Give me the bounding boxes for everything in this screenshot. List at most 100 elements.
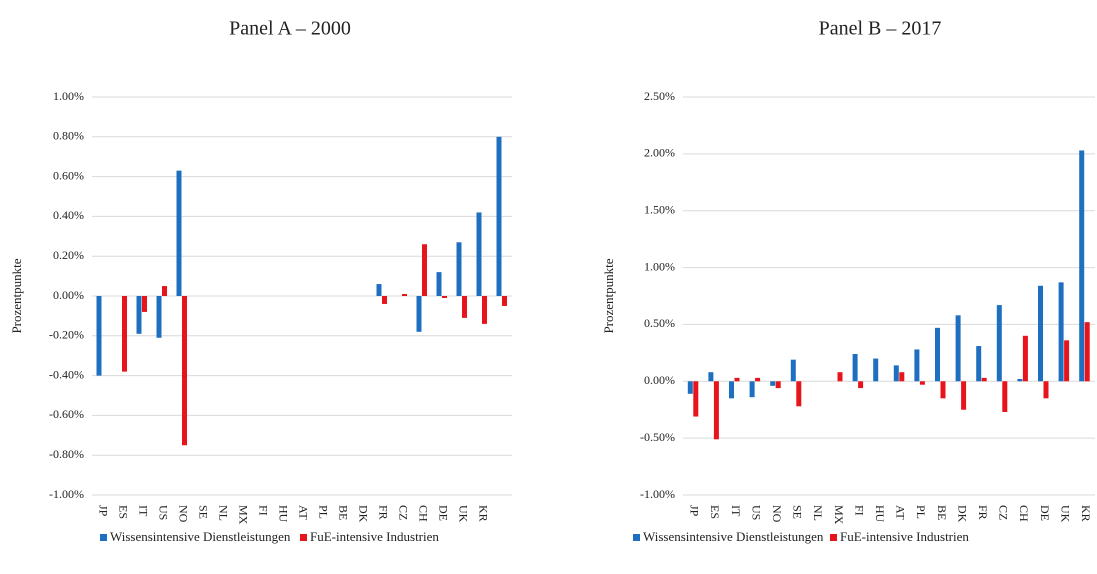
x-tick-label: NO (770, 505, 784, 523)
x-tick-label: DE (1038, 505, 1052, 521)
legend-swatch (300, 534, 307, 541)
bar (502, 296, 507, 306)
x-tick-label: CZ (396, 505, 410, 520)
bar (729, 381, 734, 399)
bar (976, 346, 982, 382)
x-tick-label: MX (832, 505, 846, 525)
bar (775, 381, 781, 389)
bar (749, 381, 755, 398)
y-tick-label: 0.40% (53, 208, 84, 222)
bar (1038, 285, 1043, 382)
bar (1002, 381, 1008, 412)
chart-title: Panel B – 2017 (819, 18, 942, 40)
y-tick-label: 1.00% (644, 259, 675, 273)
legend-label: FuE-intensive Industrien (840, 529, 969, 544)
bar (442, 296, 447, 298)
y-tick-label: -0.80% (49, 447, 84, 461)
x-tick-label: US (749, 505, 763, 520)
bar (402, 294, 407, 296)
y-tick-label: 0.00% (53, 288, 84, 302)
y-tick-label: -1.00% (49, 487, 84, 501)
bar (456, 242, 462, 296)
bar (796, 381, 802, 407)
legend-label: Wissensintensive Dienstleistungen (110, 529, 291, 544)
bar (462, 296, 467, 318)
y-tick-label: -0.50% (640, 430, 675, 444)
legend-label: Wissensintensive Dienstleistungen (643, 529, 824, 544)
y-tick-label: -0.60% (49, 407, 84, 421)
bar (1043, 381, 1049, 399)
x-tick-label: BE (935, 505, 949, 520)
y-axis-title: Prozentpunkte (9, 258, 24, 333)
y-tick-label: 2.00% (644, 146, 675, 160)
x-tick-label: NL (811, 505, 825, 521)
bar (376, 284, 382, 296)
bar (790, 359, 796, 382)
legend-swatch (633, 534, 640, 541)
x-tick-label: CH (1017, 505, 1031, 522)
bar (687, 381, 693, 394)
x-tick-label: CH (416, 505, 430, 522)
y-tick-label: 0.00% (644, 373, 675, 387)
bar (873, 358, 879, 382)
x-tick-label: MX (236, 505, 250, 525)
x-tick-label: FR (376, 505, 390, 520)
bar (162, 286, 167, 296)
bar (1058, 282, 1064, 382)
bar (935, 327, 940, 382)
x-tick-label: PL (914, 505, 928, 519)
bar (182, 296, 187, 446)
y-tick-label: 0.60% (53, 168, 84, 182)
x-tick-label: NL (216, 505, 230, 521)
bar (852, 353, 858, 382)
y-tick-label: 0.80% (53, 129, 84, 143)
bar (708, 372, 714, 382)
x-tick-label: AT (894, 505, 908, 520)
y-tick-label: 1.00% (53, 89, 84, 103)
bar (122, 296, 127, 372)
bar (899, 372, 905, 382)
x-tick-label: DK (955, 505, 969, 523)
y-axis-title: Prozentpunkte (601, 258, 616, 333)
bar (96, 296, 102, 376)
bar (416, 296, 422, 332)
bar (996, 305, 1002, 382)
legend-swatch (100, 534, 107, 541)
bar (482, 296, 487, 324)
bar (496, 136, 502, 296)
x-tick-label: NO (176, 505, 190, 523)
bar (734, 377, 740, 382)
bar (1022, 335, 1028, 382)
x-tick-label: DE (436, 505, 450, 521)
y-tick-label: -1.00% (640, 487, 675, 501)
y-tick-label: 2.50% (644, 89, 675, 103)
x-tick-label: HU (276, 505, 290, 523)
x-tick-label: FI (256, 505, 270, 516)
bar (476, 212, 482, 296)
x-tick-label: US (156, 505, 170, 520)
bar (436, 272, 442, 296)
chart-title: Panel A – 2000 (229, 18, 351, 40)
bar (693, 381, 699, 417)
x-tick-label: UK (1058, 505, 1072, 523)
x-tick-label: ES (116, 505, 130, 519)
bar (382, 296, 387, 304)
bar (981, 377, 987, 382)
x-tick-label: IT (136, 505, 150, 517)
y-tick-label: 0.20% (53, 248, 84, 262)
x-tick-label: KR (1079, 505, 1093, 522)
bar (858, 381, 864, 389)
y-tick-label: 0.50% (644, 316, 675, 330)
bar (940, 381, 946, 399)
bar (422, 244, 427, 296)
legend-label: FuE-intensive Industrien (310, 529, 439, 544)
bar (136, 296, 142, 334)
bar (156, 296, 162, 338)
x-tick-label: UK (456, 505, 470, 523)
bar (837, 372, 843, 382)
bar (1084, 322, 1090, 382)
bar (142, 296, 147, 312)
bar (914, 349, 920, 382)
legend-swatch (830, 534, 837, 541)
